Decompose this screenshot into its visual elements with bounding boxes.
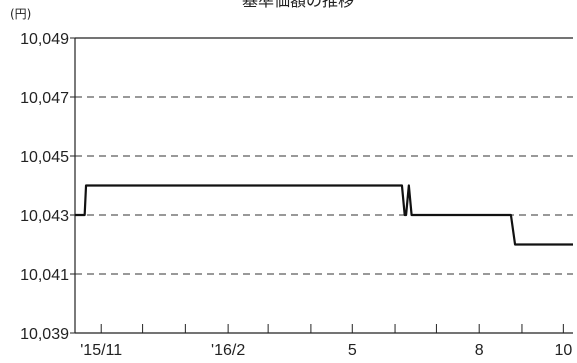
x-tick-label: 8 bbox=[475, 342, 484, 359]
x-tick-label: '16/2 bbox=[211, 342, 245, 359]
y-tick-label: 10,045 bbox=[20, 149, 69, 166]
y-tick-label: 10,039 bbox=[20, 326, 69, 343]
x-tick-label: '15/11 bbox=[80, 342, 122, 359]
axes bbox=[74, 37, 573, 334]
y-tick-label: 10,047 bbox=[20, 90, 69, 107]
chart-title: 基準価額の推移 bbox=[242, 0, 354, 10]
y-tick-label: 10,049 bbox=[20, 31, 69, 48]
y-axis-unit-label: (円) bbox=[10, 7, 31, 21]
x-tick-label: 10 bbox=[554, 342, 572, 359]
y-tick-label: 10,041 bbox=[20, 267, 69, 284]
x-axis-ticks: '15/11 '16/2 5 8 10 bbox=[80, 324, 572, 359]
y-axis-ticks: 10,039 10,041 10,043 10,045 10,047 10,049 bbox=[20, 31, 75, 343]
y-tick-label: 10,043 bbox=[20, 208, 69, 225]
series-layer bbox=[75, 184, 573, 246]
x-tick-label: 5 bbox=[348, 342, 357, 359]
series-line-0 bbox=[75, 184, 573, 246]
